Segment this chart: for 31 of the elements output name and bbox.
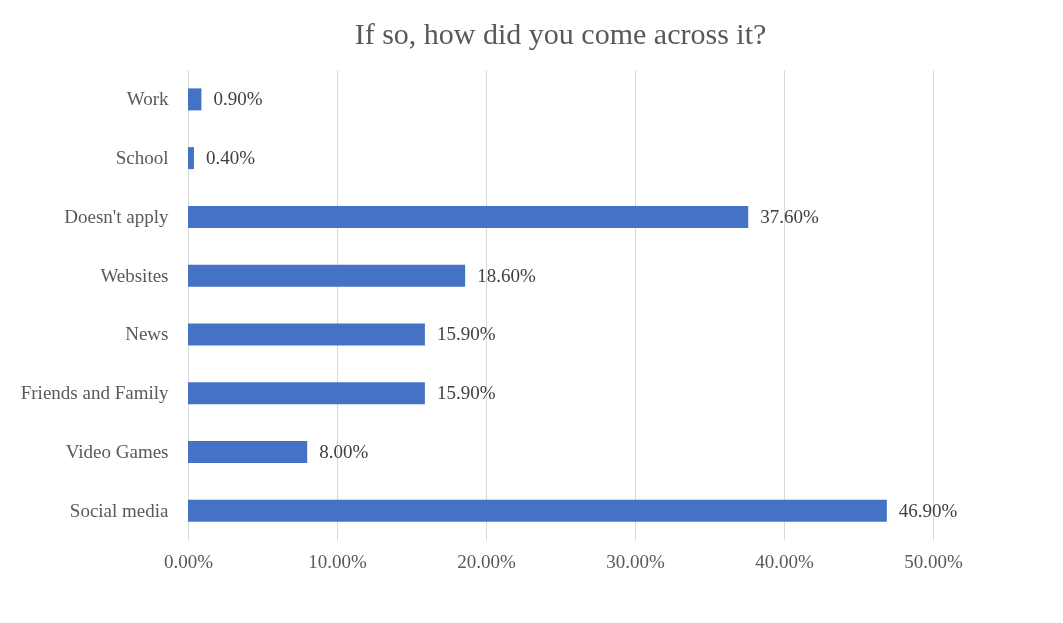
bar	[188, 264, 466, 287]
data-label: 0.40%	[205, 147, 256, 169]
bar	[188, 205, 749, 228]
data-label: 37.60%	[760, 205, 819, 227]
y-tick-label: Work	[126, 88, 169, 110]
bar	[188, 499, 887, 522]
y-tick-label: Video Games	[65, 440, 169, 462]
x-tick-label: 40.00%	[755, 550, 814, 572]
bar	[188, 440, 308, 463]
y-tick-label: Social media	[69, 499, 170, 521]
x-tick-label: 20.00%	[457, 550, 516, 572]
x-tick-label: 10.00%	[308, 550, 367, 572]
y-tick-label: School	[115, 147, 169, 169]
chart-title: If so, how did you come across it?	[354, 17, 767, 50]
y-tick-label: Friends and Family	[20, 382, 169, 404]
data-label: 0.90%	[213, 88, 263, 110]
data-label: 18.60%	[477, 264, 536, 286]
y-tick-label: Doesn't apply	[64, 205, 169, 227]
data-label: 15.90%	[436, 323, 496, 345]
x-tick-label: 0.00%	[163, 550, 214, 572]
data-label: 8.00%	[319, 440, 369, 462]
bar	[188, 147, 194, 170]
bar	[188, 323, 425, 346]
x-tick-label: 50.00%	[904, 550, 963, 572]
bar	[188, 382, 425, 405]
y-tick-label: Websites	[100, 264, 169, 286]
bar	[188, 88, 202, 111]
y-tick-label: News	[125, 323, 169, 345]
data-label: 15.90%	[436, 382, 496, 404]
x-tick-label: 30.00%	[606, 550, 665, 572]
data-label: 46.90%	[898, 499, 958, 521]
